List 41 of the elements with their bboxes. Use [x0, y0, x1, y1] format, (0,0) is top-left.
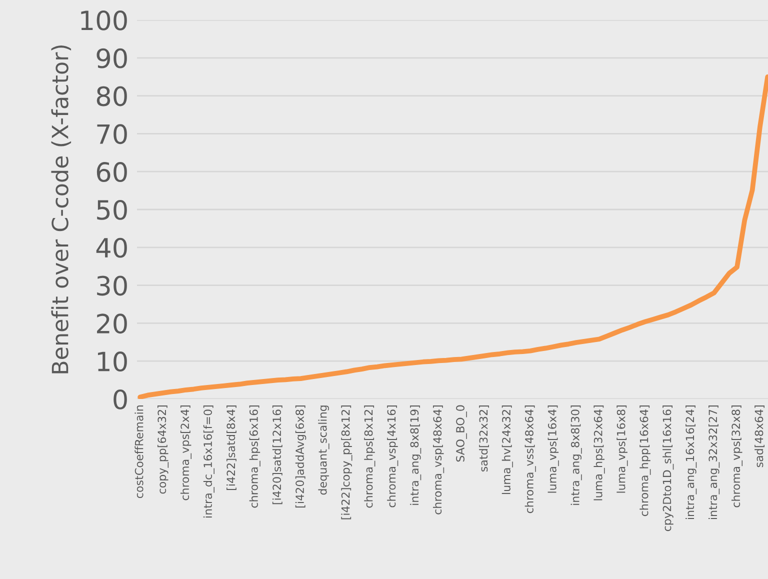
x-tick-label: [i420]satd[12x16] — [272, 406, 282, 504]
x-tick-label: sad[48x64] — [754, 406, 764, 468]
x-tick-label: chroma_vsp[4x16] — [387, 406, 398, 508]
x-tick-label: [i422]copy_pp[8x12] — [341, 406, 352, 520]
x-tick-label: costCoeffRemain — [134, 406, 144, 498]
y-tick-label: 60 — [96, 162, 127, 182]
x-tick-label: dequant_scaling — [318, 406, 330, 495]
y-tick-label: 90 — [96, 48, 127, 68]
x-tick-label: copy_pp[64x32] — [157, 406, 169, 494]
x-tick-label: chroma_vps[32x8] — [731, 406, 743, 508]
y-tick-label: 10 — [98, 352, 127, 372]
x-tick-label: luma_vps[16x4] — [548, 406, 559, 493]
x-tick-label: intra_ang_16x16[24] — [686, 406, 697, 520]
x-tick-label: chroma_vss[48x64] — [524, 406, 536, 514]
y-tick-label: 0 — [114, 389, 127, 410]
x-tick-label: luma_vps[16x8] — [616, 406, 628, 493]
line-series — [138, 74, 768, 399]
x-tick-label: [i420]addAvg[6x8] — [295, 406, 306, 508]
x-tick-label: chroma_hpp[16x64] — [640, 406, 651, 516]
x-tick-label: intra_dc_16x16[f=0] — [203, 406, 214, 518]
y-tick-label: 80 — [96, 86, 127, 106]
x-tick-label: chroma_vps[2x4] — [180, 406, 192, 500]
y-tick-label: 40 — [96, 238, 127, 258]
x-tick-label: satd[32x32] — [479, 406, 489, 472]
x-tick-label: SAO_BO_0 — [456, 405, 467, 462]
y-axis-title: Benefit over C-code (X-factor) — [51, 45, 72, 374]
y-tick-label: 50 — [97, 200, 127, 220]
x-tick-label: luma_hps[32x64] — [594, 406, 605, 500]
x-tick-label: chroma_vsp[48x64] — [433, 406, 444, 514]
x-tick-label: intra_ang_8x8[30] — [570, 406, 582, 505]
x-tick-label: chroma_hps[6x16] — [249, 406, 260, 508]
y-tick-label: 100 — [81, 10, 127, 30]
y-tick-label: 20 — [97, 314, 127, 334]
x-tick-label: intra_ang_32x32[27] — [708, 406, 720, 520]
y-tick-label: 30 — [97, 276, 127, 296]
x-tick-label: intra_ang_8x8[19] — [410, 406, 422, 505]
y-tick-label: 70 — [97, 124, 127, 144]
x-tick-label: chroma_hps[8x12] — [364, 406, 376, 508]
x-tick-label: cpy2Dto1D_shl[16x16] — [662, 406, 674, 532]
x-tick-label: [i422]satd[8x4] — [226, 406, 236, 490]
x-tick-label: luma_hv[24x32] — [502, 406, 513, 494]
